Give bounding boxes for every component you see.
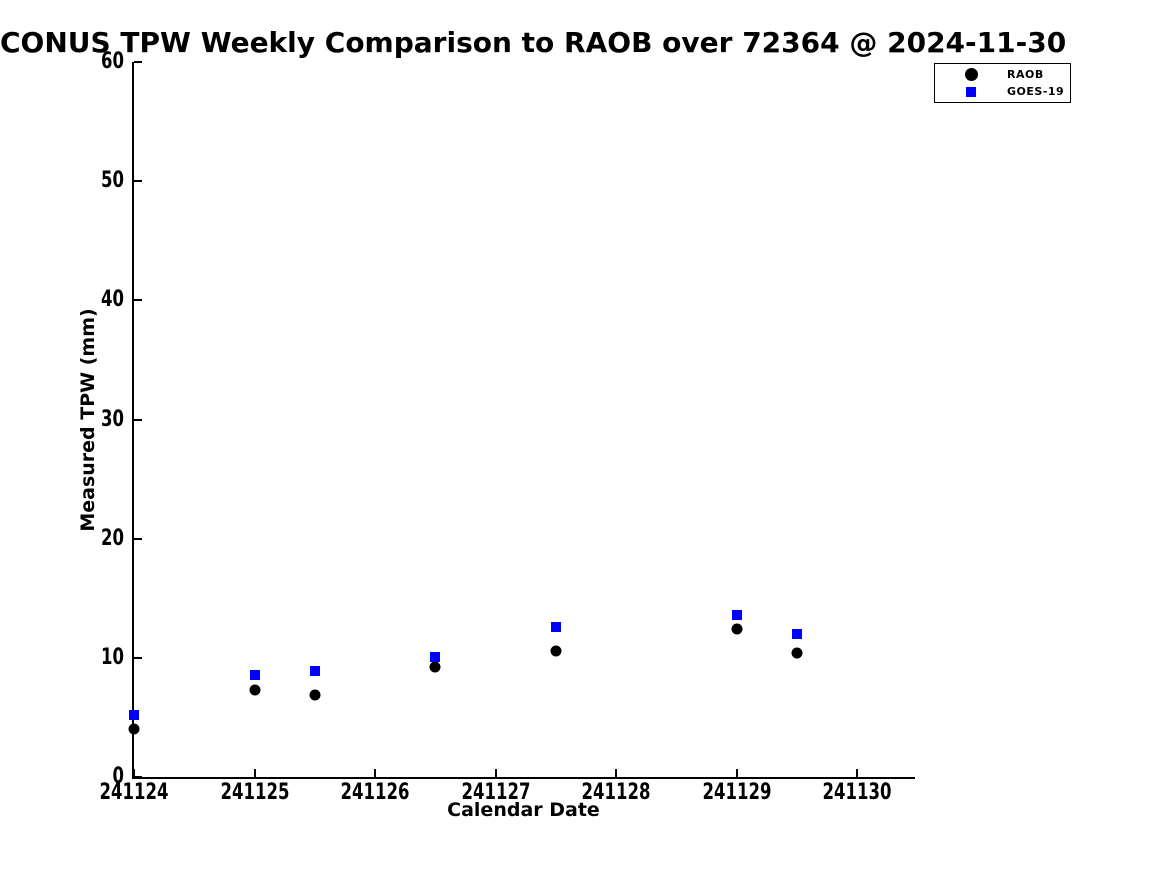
y-tick xyxy=(134,537,142,540)
chart-title: CONUS TPW Weekly Comparison to RAOB over… xyxy=(0,26,1067,59)
data-point-raob xyxy=(309,689,321,701)
y-tick xyxy=(134,776,142,778)
x-axis-label: Calendar Date xyxy=(447,799,600,821)
legend-item-raob: RAOB xyxy=(935,67,1070,83)
data-point-goes-19 xyxy=(550,621,561,632)
legend: RAOB GOES-19 xyxy=(934,63,1071,103)
data-point-goes-19 xyxy=(791,629,802,639)
plot-area: 0 10 20 30 40 50 60 241124 241125 241126 241127 241… xyxy=(100,51,915,804)
x-tick xyxy=(494,769,497,777)
y-tick xyxy=(134,180,142,183)
y-tick-label: 0 xyxy=(112,764,124,789)
square-marker-icon xyxy=(966,86,976,97)
x-tick-label: 241126 xyxy=(340,780,410,805)
y-tick-label: 30 xyxy=(101,406,124,432)
data-point-goes-19 xyxy=(129,710,139,721)
y-tick xyxy=(134,656,142,659)
y-tick xyxy=(134,61,142,63)
data-point-raob xyxy=(791,647,803,659)
y-tick xyxy=(134,299,142,302)
x-tick-label: 241127 xyxy=(461,780,531,805)
x-tick xyxy=(374,769,377,777)
data-point-goes-19 xyxy=(309,665,320,676)
data-point-raob xyxy=(731,623,743,635)
x-tick xyxy=(253,769,256,777)
legend-marker-box xyxy=(935,86,1007,97)
x-tick xyxy=(735,769,738,777)
y-tick-label: 60 xyxy=(101,49,124,74)
x-tick-label: 241128 xyxy=(581,780,651,805)
x-tick-label: 241129 xyxy=(702,780,772,805)
y-tick xyxy=(134,418,142,421)
data-point-goes-19 xyxy=(731,609,742,620)
x-tick-label: 241125 xyxy=(220,780,289,805)
legend-marker-box xyxy=(935,68,1007,81)
y-tick-label: 20 xyxy=(101,525,124,551)
circle-marker-icon xyxy=(964,68,978,81)
legend-item-label: RAOB xyxy=(1007,68,1044,81)
data-point-goes-19 xyxy=(430,651,441,662)
y-tick-label: 40 xyxy=(101,287,124,313)
legend-item-goes-19: GOES-19 xyxy=(935,84,1070,100)
x-tick xyxy=(856,769,859,777)
y-tick-label: 10 xyxy=(101,644,124,670)
x-tick xyxy=(615,769,618,777)
legend-item-label: GOES-19 xyxy=(1007,85,1065,98)
data-point-raob xyxy=(550,645,562,657)
data-point-raob xyxy=(429,661,441,673)
x-tick-label: 241130 xyxy=(822,780,892,805)
data-point-goes-19 xyxy=(249,669,260,680)
y-tick-label: 50 xyxy=(101,168,124,194)
x-tick-label: 241124 xyxy=(99,780,169,805)
x-tick xyxy=(133,769,135,777)
data-point-raob xyxy=(249,684,261,696)
data-point-raob xyxy=(128,723,140,735)
